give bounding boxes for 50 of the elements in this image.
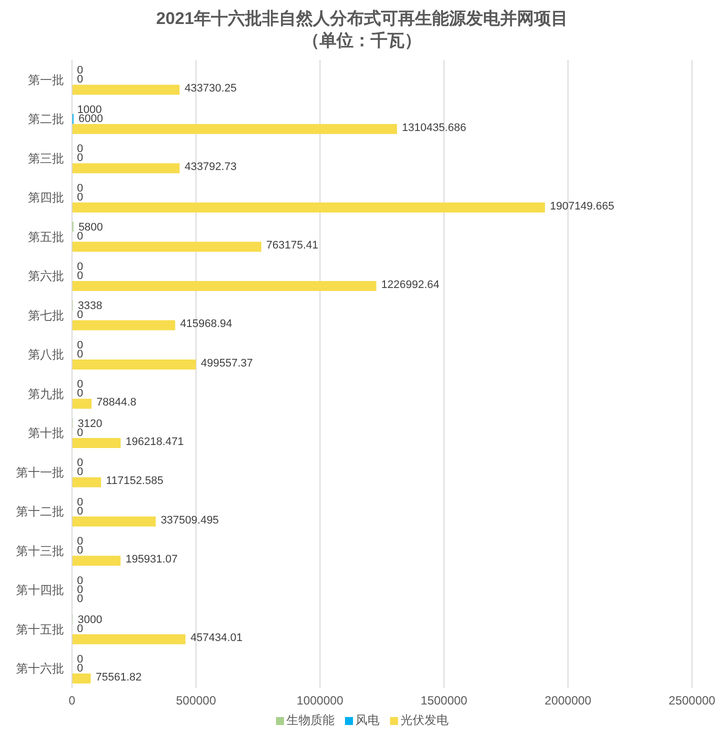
y-tick-label: 第十二批	[16, 504, 64, 519]
data-label: 433792.73	[184, 161, 237, 174]
y-tick-label: 第一批	[28, 72, 64, 87]
data-label: 0	[77, 388, 84, 400]
y-tick-label: 第十五批	[16, 622, 64, 636]
y-tick-label: 第十四批	[16, 583, 64, 598]
x-tick-label: 0	[68, 694, 76, 708]
x-tick-label: 2000000	[544, 694, 592, 708]
y-tick-label: 第八批	[28, 348, 64, 362]
x-tick-label: 500000	[176, 694, 216, 708]
legend-label: 风电	[354, 712, 380, 729]
chart-title: 2021年十六批非自然人分布式可再生能源发电并网项目	[155, 8, 569, 30]
y-tick-label: 第十三批	[16, 544, 64, 558]
data-label: 415968.94	[180, 318, 232, 330]
data-label: 433730.25	[184, 82, 237, 95]
data-label: 78844.8	[96, 396, 136, 409]
y-tick-label: 第五批	[28, 230, 64, 244]
data-label: 0	[77, 74, 84, 86]
data-label: 337509.495	[160, 514, 219, 526]
data-label: 1907149.665	[550, 200, 614, 212]
x-tick-label: 1000000	[296, 694, 344, 708]
data-label: 0	[77, 623, 84, 636]
data-label: 0	[77, 230, 84, 243]
data-label: 196218.471	[126, 436, 184, 448]
y-tick-label: 第二批	[28, 112, 64, 126]
x-tick-label: 2500000	[668, 694, 716, 708]
y-tick-label: 第七批	[28, 308, 64, 322]
data-label: 499557.37	[200, 357, 253, 370]
legend-label: 生物质能	[286, 712, 334, 729]
data-label: 117152.585	[106, 475, 164, 488]
y-tick-label: 第六批	[28, 269, 64, 284]
x-tick-label: 1500000	[420, 694, 468, 708]
data-label: 457434.01	[190, 632, 242, 644]
data-label: 195931.07	[126, 554, 178, 566]
data-label: 0	[77, 309, 84, 322]
data-label: 1310435.686	[402, 122, 466, 134]
y-tick-label: 第四批	[28, 190, 64, 205]
data-label: 0	[77, 466, 84, 478]
data-label: 763175.41	[266, 240, 318, 252]
chart-subtitle: （单位：千瓦）	[302, 30, 422, 52]
data-label: 0	[77, 544, 84, 557]
legend-label: 光伏发电	[400, 712, 448, 729]
y-tick-label: 第三批	[28, 151, 64, 166]
y-tick-label: 第十一批	[16, 465, 64, 480]
data-label: 0	[77, 152, 84, 164]
y-tick-label: 第十批	[28, 426, 64, 440]
data-label: 1226992.64	[381, 278, 440, 291]
y-tick-label: 第十六批	[16, 662, 64, 676]
data-label: 75561.82	[96, 671, 142, 684]
y-tick-label: 第九批	[28, 386, 64, 401]
